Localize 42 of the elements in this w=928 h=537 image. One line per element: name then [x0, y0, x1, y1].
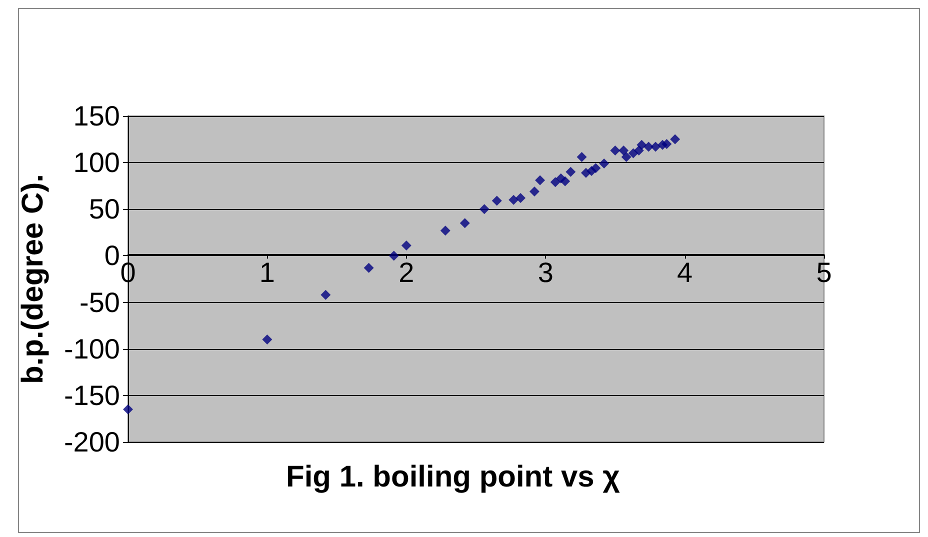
point: [610, 145, 620, 156]
point: [576, 152, 587, 162]
y-tick-label: 50: [88, 194, 120, 225]
x-tick-label: 5: [816, 257, 832, 288]
y-axis-title: b.p.(degree C).: [16, 174, 50, 384]
x-tick-label: 4: [677, 257, 693, 288]
point: [479, 204, 490, 214]
point: [320, 290, 331, 300]
point: [621, 152, 632, 162]
point: [599, 158, 610, 169]
point: [401, 240, 412, 250]
point: [388, 250, 399, 261]
point: [650, 142, 661, 152]
text: Fig 1. boiling point vs χ: [286, 460, 621, 494]
point: [262, 334, 272, 345]
x-tick-label: 1: [259, 257, 275, 288]
y-tick-label: 100: [73, 147, 120, 178]
point: [670, 134, 680, 144]
y-tick-label: -150: [64, 380, 120, 411]
point: [590, 163, 601, 174]
x-tick-label: 2: [398, 257, 414, 288]
point: [618, 145, 629, 156]
point: [566, 166, 576, 177]
y-tick-label: -50: [80, 286, 120, 318]
y-tick-label: 150: [73, 100, 120, 132]
point: [492, 196, 502, 206]
point: [550, 177, 560, 188]
point: [364, 262, 374, 273]
point: [560, 176, 570, 186]
point: [123, 404, 133, 414]
point: [535, 175, 546, 186]
point: [508, 194, 519, 205]
point: [644, 142, 654, 152]
point: [662, 138, 672, 149]
point: [516, 192, 526, 203]
point: [529, 186, 540, 196]
x-tick-label: 3: [538, 257, 554, 288]
point: [440, 226, 450, 236]
point: [460, 218, 470, 228]
y-tick-label: -200: [64, 426, 120, 458]
y-tick-label: -100: [64, 333, 120, 364]
point: [636, 140, 647, 150]
